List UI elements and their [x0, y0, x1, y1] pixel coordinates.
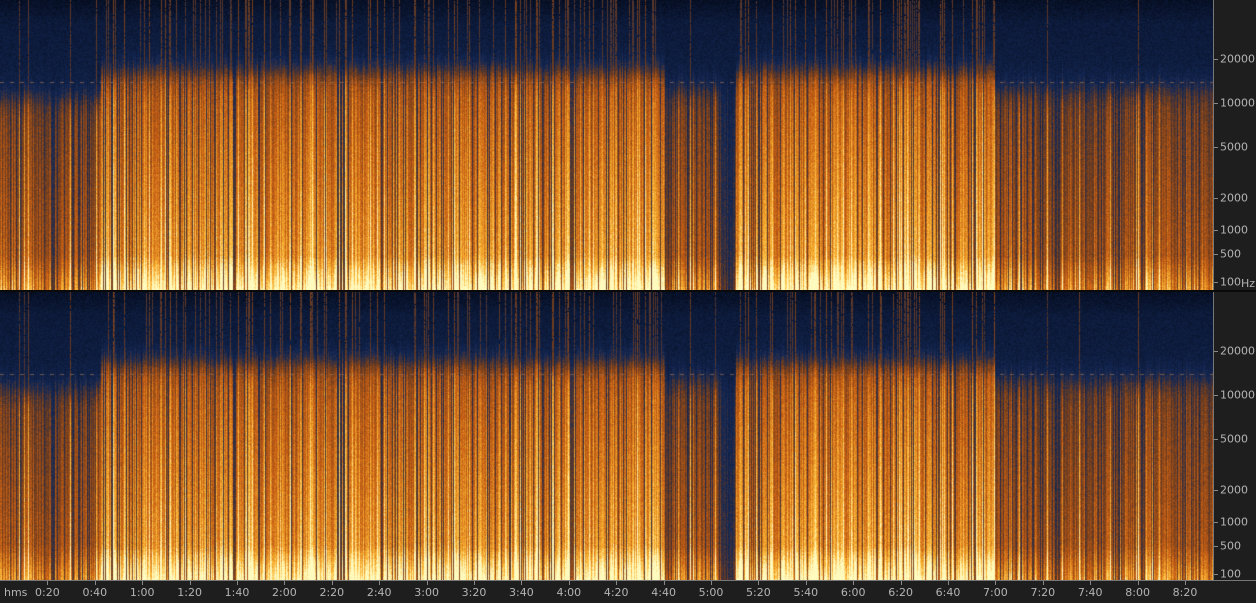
channel-divider [0, 290, 1256, 292]
time-tick [237, 581, 238, 585]
time-label: 0:40 [82, 586, 108, 599]
time-label: 6:40 [935, 586, 961, 599]
frequency-label: 5000 [1220, 432, 1248, 446]
frequency-tick [1214, 147, 1218, 148]
time-tick [995, 581, 997, 585]
frequency-label: 20000 [1220, 52, 1255, 66]
frequency-label: 100 [1220, 567, 1241, 581]
frequency-tick [1214, 395, 1218, 396]
time-tick [853, 581, 855, 585]
time-label: 6:20 [888, 586, 913, 599]
frequency-label: 1000 [1220, 515, 1248, 529]
frequency-tick [1214, 230, 1218, 231]
time-tick [711, 581, 712, 585]
time-label: 5:40 [793, 586, 819, 599]
time-label: 2:20 [319, 586, 345, 599]
frequency-label: 500 [1220, 539, 1241, 553]
frequency-tick [1214, 254, 1218, 255]
frequency-label: 5000 [1220, 140, 1248, 154]
frequency-label: 10000 [1220, 96, 1255, 110]
frequency-label: 1000 [1220, 223, 1248, 237]
frequency-label: 2000 [1220, 483, 1248, 497]
time-label: 5:20 [746, 586, 771, 599]
frequency-tick [1214, 574, 1218, 575]
time-tick [900, 581, 902, 585]
frequency-tick [1214, 103, 1218, 104]
time-tick [331, 581, 333, 585]
time-label: 1:00 [129, 586, 155, 599]
time-tick [47, 581, 49, 585]
time-tick [1137, 581, 1139, 585]
time-label: 2:40 [366, 586, 392, 599]
time-tick [758, 581, 760, 585]
frequency-label: 2000 [1220, 191, 1248, 205]
time-label: 2:00 [272, 586, 297, 599]
time-label: 8:00 [1125, 586, 1150, 599]
time-ruler[interactable]: hms 0:20 0:40 1:00 1:20 1:40 2:00 2:20 2:40 3:00… [0, 580, 1256, 603]
time-tick [284, 581, 286, 585]
frequency-tick [1214, 198, 1218, 199]
time-tick [663, 581, 665, 585]
time-tick [1185, 581, 1186, 585]
time-tick [568, 581, 570, 585]
time-label: 7:00 [983, 586, 1008, 599]
time-tick [142, 581, 144, 585]
time-tick [1042, 581, 1044, 585]
frequency-tick [1214, 59, 1218, 60]
time-label: 8:20 [1172, 586, 1198, 599]
time-label: 0:20 [35, 586, 60, 599]
time-tick [426, 581, 428, 585]
frequency-ruler-channel-2: 20000 10000 5000 2000 1000 500 100 [1213, 292, 1256, 581]
time-label: 3:00 [414, 586, 439, 599]
frequency-tick [1214, 351, 1218, 352]
spectrogram-channel-1[interactable] [0, 0, 1213, 290]
frequency-ruler-channel-1: 20000 10000 5000 2000 1000 500 100 Hz [1213, 0, 1256, 290]
time-label: 1:20 [177, 586, 202, 599]
time-tick [616, 581, 618, 585]
time-label: 4:40 [651, 586, 676, 599]
time-label: 4:00 [556, 586, 582, 599]
frequency-tick [1214, 490, 1218, 491]
frequency-label: 500 [1220, 247, 1241, 261]
spectrogram-channel-2[interactable] [0, 292, 1213, 580]
time-tick [1090, 581, 1092, 585]
time-tick [521, 581, 523, 585]
time-label: 1:40 [224, 586, 250, 599]
time-label: 5:00 [698, 586, 724, 599]
time-label: 4:20 [603, 586, 629, 599]
frequency-label: 10000 [1220, 388, 1255, 402]
frequency-tick [1214, 439, 1218, 440]
frequency-label: 100 [1220, 275, 1241, 289]
frequency-tick [1214, 522, 1218, 523]
time-tick [474, 581, 475, 585]
frequency-unit-label: Hz [1240, 277, 1255, 290]
time-label: 7:40 [1077, 586, 1103, 599]
time-tick [94, 581, 96, 585]
time-label: 3:20 [461, 586, 487, 599]
time-format-label: hms [4, 586, 28, 599]
time-tick [948, 581, 949, 585]
time-tick [379, 581, 381, 585]
frequency-label: 20000 [1220, 344, 1255, 358]
time-tick [189, 581, 191, 585]
time-label: 7:20 [1030, 586, 1056, 599]
time-label: 6:00 [840, 586, 866, 599]
time-label: 3:40 [509, 586, 534, 599]
frequency-tick [1214, 546, 1218, 547]
frequency-tick [1214, 282, 1218, 283]
time-tick [805, 581, 807, 585]
